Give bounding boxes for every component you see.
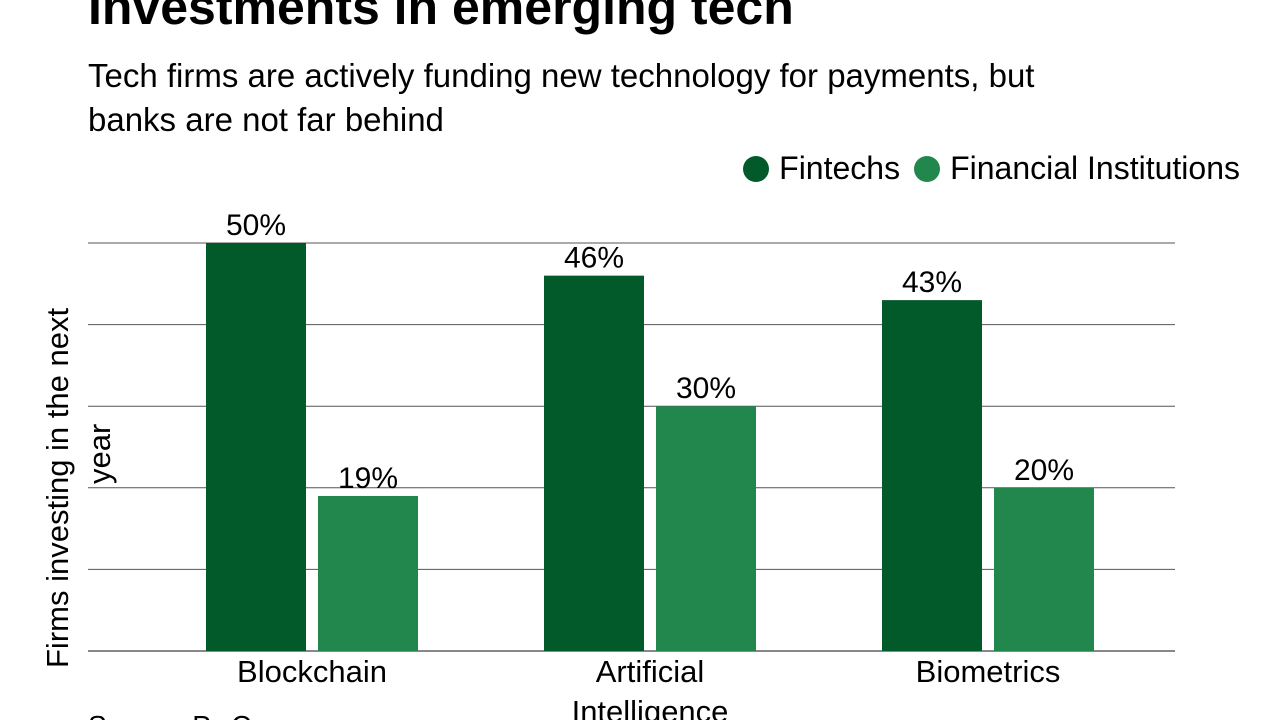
bar bbox=[882, 300, 982, 651]
legend-item-fintechs: Fintechs bbox=[743, 150, 900, 187]
data-label: 19% bbox=[338, 462, 398, 495]
legend-swatch bbox=[743, 155, 770, 182]
bar bbox=[206, 243, 306, 651]
category-label: Blockchain bbox=[237, 654, 387, 689]
category-label: Biometrics bbox=[916, 654, 1061, 689]
legend: Fintechs Financial Institutions bbox=[743, 150, 1240, 187]
y-axis-label: year bbox=[82, 424, 117, 484]
bar bbox=[994, 487, 1094, 651]
bar bbox=[656, 406, 756, 651]
legend-label: Fintechs bbox=[779, 150, 901, 186]
source-note: Source: PwC bbox=[88, 710, 251, 720]
legend-item-financial-institutions: Financial Institutions bbox=[914, 150, 1240, 187]
bar bbox=[544, 275, 644, 651]
category-label: Intelligence bbox=[572, 694, 729, 720]
data-label: 20% bbox=[1014, 454, 1074, 487]
data-label: 30% bbox=[676, 372, 736, 405]
data-label: 43% bbox=[902, 266, 962, 299]
bar bbox=[318, 495, 418, 651]
chart-title: Investments in emerging tech bbox=[88, 0, 794, 35]
category-label: Artificial bbox=[596, 654, 705, 689]
y-axis-label: Firms investing in the next bbox=[40, 308, 75, 668]
legend-swatch bbox=[914, 155, 941, 182]
data-label: 50% bbox=[226, 209, 286, 242]
chart-subtitle: Tech firms are actively funding new tech… bbox=[88, 57, 1035, 138]
legend-label: Financial Institutions bbox=[950, 150, 1240, 186]
data-label: 46% bbox=[564, 242, 624, 275]
